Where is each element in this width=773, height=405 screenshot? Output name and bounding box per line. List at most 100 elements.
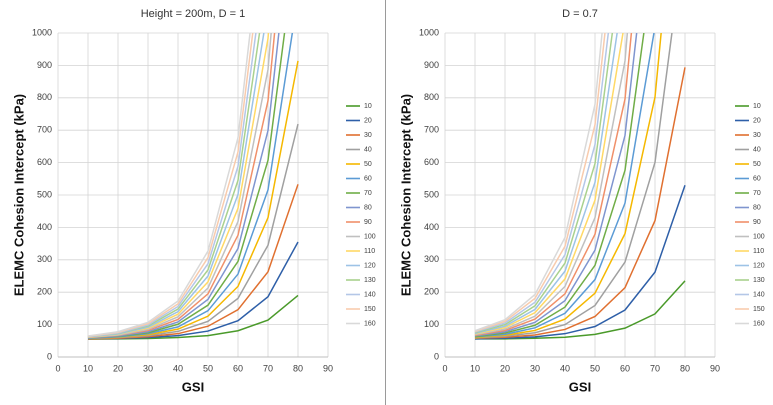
y-tick-label: 0 (47, 351, 52, 361)
data-line (474, 33, 645, 338)
y-tick-label: 800 (37, 92, 52, 102)
x-tick-label: 0 (442, 363, 447, 373)
x-tick-label: 60 (620, 363, 630, 373)
x-tick-label: 10 (83, 363, 93, 373)
data-line (474, 33, 655, 338)
x-tick-label: 70 (650, 363, 660, 373)
chart-panel: D = 0.7 GSI ELEMC Cohesion Intercept (kPa)… (398, 8, 765, 395)
legend-label: 40 (364, 146, 372, 153)
data-line (474, 33, 662, 339)
x-tick-label: 20 (500, 363, 510, 373)
legend-label: 30 (753, 132, 761, 139)
data-line (474, 33, 638, 337)
legend-label: 20 (753, 117, 761, 124)
x-tick-label: 80 (680, 363, 690, 373)
y-tick-label: 700 (37, 125, 52, 135)
legend-label: 30 (364, 132, 372, 139)
legend-label: 120 (753, 262, 765, 269)
legend-label: 160 (364, 320, 376, 327)
y-tick-label: 1000 (32, 27, 52, 37)
data-line (87, 33, 251, 337)
data-line (474, 33, 610, 333)
data-line (474, 33, 624, 335)
data-line (475, 280, 686, 340)
legend-label: 130 (364, 277, 376, 284)
y-tick-label: 200 (424, 287, 439, 297)
legend-label: 40 (753, 146, 761, 153)
legend-label: 10 (364, 103, 372, 110)
data-line (474, 33, 614, 334)
x-tick-label: 90 (710, 363, 720, 373)
data-line (474, 33, 673, 339)
data-line (474, 33, 629, 336)
legend-label: 80 (364, 204, 372, 211)
data-line (474, 33, 618, 335)
y-tick-label: 100 (37, 319, 52, 329)
legend-label: 70 (364, 190, 372, 197)
legend-label: 110 (753, 248, 764, 255)
y-tick-label: 800 (424, 92, 439, 102)
legend-label: 120 (364, 262, 376, 269)
x-tick-label: 50 (590, 363, 600, 373)
data-line (474, 67, 686, 339)
x-tick-label: 40 (173, 363, 183, 373)
y-tick-label: 400 (37, 222, 52, 232)
legend-label: 150 (753, 306, 765, 313)
y-tick-label: 900 (424, 60, 439, 70)
data-line (474, 33, 633, 337)
x-tick-label: 10 (470, 363, 480, 373)
y-tick-label: 400 (424, 222, 439, 232)
x-tick-label: 30 (530, 363, 540, 373)
legend-label: 10 (753, 103, 761, 110)
legend-label: 160 (753, 320, 765, 327)
x-tick-label: 0 (55, 363, 60, 373)
legend-label: 90 (364, 219, 372, 226)
x-axis-label: GSI (182, 379, 204, 394)
legend-label: 140 (364, 291, 376, 298)
data-line (474, 185, 686, 340)
legend-label: 150 (364, 306, 376, 313)
legend-label: 60 (364, 175, 372, 182)
legend-label: 50 (364, 161, 372, 168)
legend-label: 110 (364, 248, 375, 255)
x-axis-label: GSI (569, 379, 591, 394)
x-tick-label: 60 (233, 363, 243, 373)
y-tick-label: 0 (434, 351, 439, 361)
x-tick-label: 80 (293, 363, 303, 373)
data-line (474, 33, 603, 332)
x-tick-label: 50 (203, 363, 213, 373)
y-tick-label: 500 (37, 189, 52, 199)
legend-label: 50 (753, 161, 761, 168)
legend-label: 60 (753, 175, 761, 182)
chart-title: D = 0.7 (562, 8, 598, 20)
legend-label: 80 (753, 204, 761, 211)
chart-title: Height = 200m, D = 1 (141, 8, 246, 20)
y-tick-label: 700 (424, 125, 439, 135)
y-axis-label: ELEMC Cohesion Intercept (kPa) (398, 94, 413, 296)
legend-label: 100 (753, 233, 765, 240)
legend-label: 140 (753, 291, 765, 298)
y-axis-label: ELEMC Cohesion Intercept (kPa) (11, 94, 26, 296)
x-tick-label: 20 (113, 363, 123, 373)
x-tick-label: 30 (143, 363, 153, 373)
y-tick-label: 1000 (419, 27, 439, 37)
x-tick-label: 40 (560, 363, 570, 373)
legend-label: 100 (364, 233, 376, 240)
y-tick-label: 600 (424, 157, 439, 167)
legend-label: 70 (753, 190, 761, 197)
y-tick-label: 100 (424, 319, 439, 329)
legend-label: 130 (753, 277, 765, 284)
y-tick-label: 200 (37, 287, 52, 297)
data-line (474, 33, 606, 333)
y-tick-label: 300 (37, 254, 52, 264)
y-tick-label: 300 (424, 254, 439, 264)
y-tick-label: 600 (37, 157, 52, 167)
legend-label: 90 (753, 219, 761, 226)
legend-label: 20 (364, 117, 372, 124)
x-tick-label: 90 (323, 363, 333, 373)
chart-panel: Height = 200m, D = 1 GSI ELEMC Cohesion In… (11, 8, 376, 395)
y-tick-label: 900 (37, 60, 52, 70)
x-tick-label: 70 (263, 363, 273, 373)
